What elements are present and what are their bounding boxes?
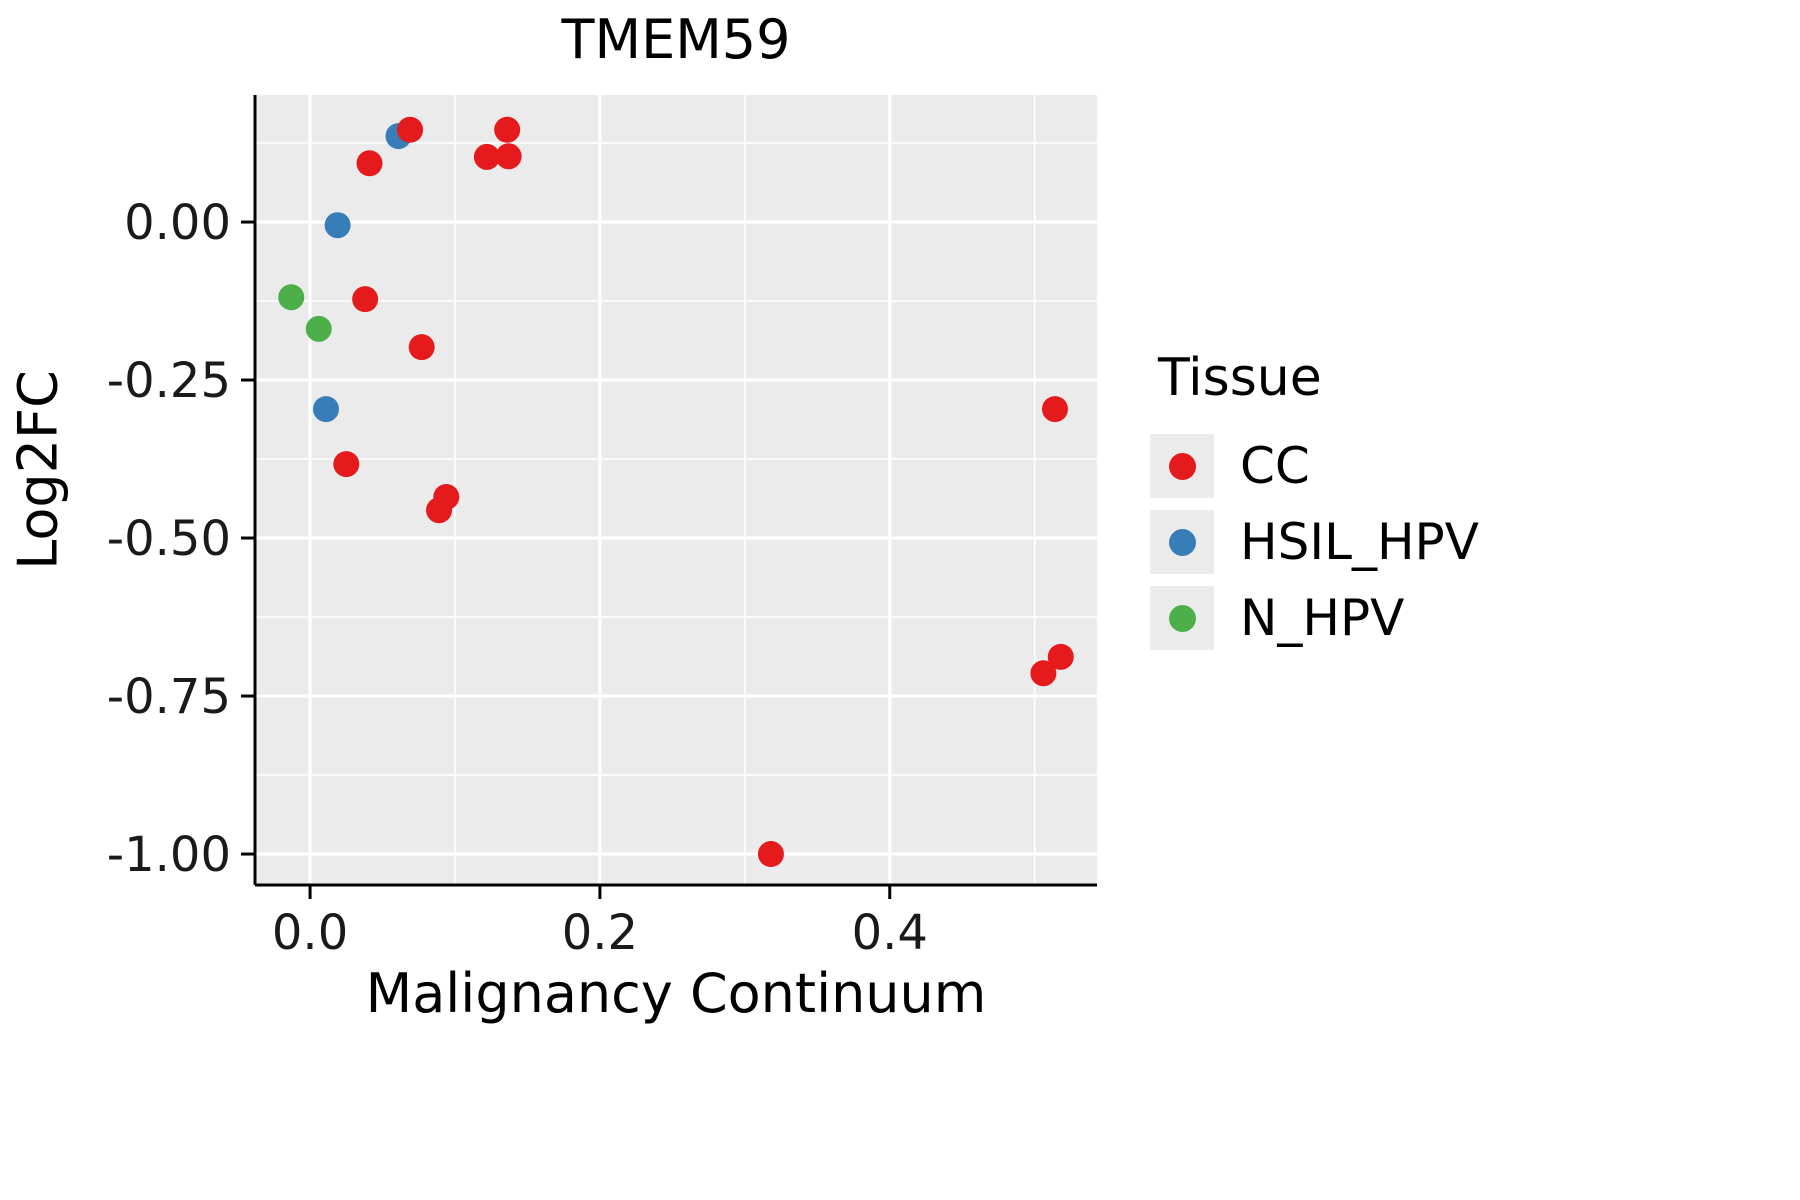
data-point-CC xyxy=(495,143,522,170)
legend-point-icon xyxy=(1168,452,1196,480)
data-point-N_HPV xyxy=(305,315,332,342)
legend-title: Tissue xyxy=(1158,348,1322,408)
y-tick-label: 0.00 xyxy=(124,195,231,251)
data-point-CC xyxy=(1047,643,1074,670)
data-point-HSIL_HPV xyxy=(313,396,340,423)
data-point-HSIL_HPV xyxy=(324,212,351,239)
data-point-CC xyxy=(1030,660,1057,687)
data-point-CC xyxy=(408,334,435,361)
legend-point-icon xyxy=(1168,604,1196,632)
y-tick-label: -0.50 xyxy=(107,511,231,567)
legend-item-label: CC xyxy=(1240,437,1310,495)
legend-item-label: HSIL_HPV xyxy=(1240,513,1479,571)
y-tick-label: -1.00 xyxy=(107,827,231,883)
legend-item-HSIL_HPV: HSIL_HPV xyxy=(1150,510,1479,574)
y-tick-label: -0.25 xyxy=(107,353,231,409)
legend-key xyxy=(1150,510,1214,574)
legend-key xyxy=(1150,586,1214,650)
data-point-CC xyxy=(473,143,500,170)
data-point-CC xyxy=(356,150,383,177)
y-axis-label: Log2FC xyxy=(6,370,70,570)
x-tick-label: 0.2 xyxy=(562,905,638,961)
data-point-N_HPV xyxy=(278,284,305,311)
legend-item-CC: CC xyxy=(1150,434,1479,498)
legend: Tissue CC HSIL_HPV N_HPV xyxy=(1150,348,1479,650)
data-point-CC xyxy=(352,286,379,313)
plot-panel xyxy=(255,95,1097,885)
data-point-CC xyxy=(397,116,424,143)
x-axis-label: Malignancy Continuum xyxy=(365,962,987,1025)
legend-key xyxy=(1150,434,1214,498)
legend-item-N_HPV: N_HPV xyxy=(1150,586,1479,650)
data-point-CC xyxy=(1041,396,1068,423)
data-point-CC xyxy=(426,497,453,524)
x-tick-label: 0.0 xyxy=(272,905,348,961)
data-point-CC xyxy=(757,841,784,868)
legend-item-label: N_HPV xyxy=(1240,589,1405,647)
chart-title: TMEM59 xyxy=(561,8,791,71)
data-point-CC xyxy=(494,116,521,143)
y-tick-label: -0.75 xyxy=(107,669,231,725)
legend-point-icon xyxy=(1168,528,1196,556)
data-point-CC xyxy=(333,451,360,478)
legend-items: CC HSIL_HPV N_HPV xyxy=(1150,434,1479,650)
x-tick-label: 0.4 xyxy=(852,905,928,961)
